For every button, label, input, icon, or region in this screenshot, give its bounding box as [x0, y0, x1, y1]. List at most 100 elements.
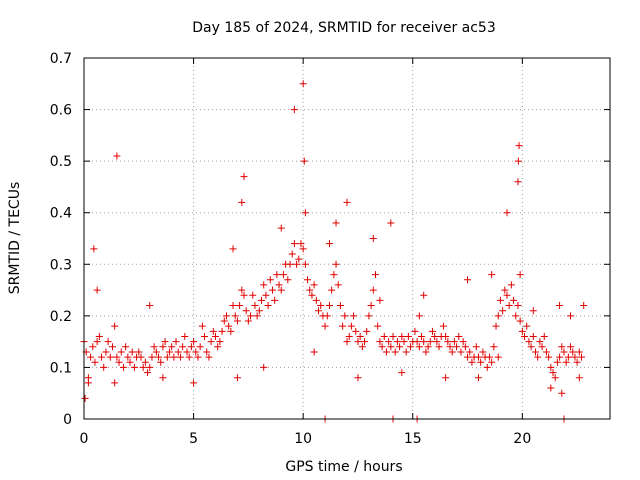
data-point: [529, 332, 537, 340]
data-point: [564, 353, 572, 361]
data-point: [238, 198, 246, 206]
data-point: [499, 307, 507, 315]
data-point: [485, 353, 493, 361]
data-point: [240, 173, 248, 181]
data-point: [376, 338, 384, 346]
data-point: [501, 286, 509, 294]
data-point: [244, 317, 252, 325]
data-point: [573, 358, 581, 366]
data-point: [242, 307, 250, 315]
data-point: [240, 291, 248, 299]
data-point: [518, 327, 526, 335]
data-point: [510, 296, 518, 304]
data-point: [260, 281, 268, 289]
data-point: [356, 332, 364, 340]
data-point: [126, 358, 134, 366]
y-tick-label: 0.3: [50, 257, 72, 273]
data-point: [496, 296, 504, 304]
data-point: [578, 353, 586, 361]
plot-frame: [83, 57, 611, 420]
data-point: [446, 343, 454, 351]
data-point: [426, 338, 434, 346]
data-point: [461, 343, 469, 351]
data-point: [515, 142, 523, 150]
data-point: [141, 358, 149, 366]
data-point: [512, 312, 520, 320]
y-tick-label: 0.1: [50, 360, 72, 376]
data-point: [448, 348, 456, 356]
data-point: [365, 312, 373, 320]
data-point: [420, 291, 428, 299]
x-tick-label: 20: [513, 431, 531, 447]
data-point: [275, 281, 283, 289]
data-point: [321, 322, 329, 330]
data-point: [238, 286, 246, 294]
data-point: [119, 363, 127, 371]
data-point: [547, 363, 555, 371]
data-point: [198, 322, 206, 330]
x-tick-label: 5: [189, 431, 198, 447]
data-point: [325, 240, 333, 248]
x-tick-label: 15: [404, 431, 422, 447]
data-point: [385, 338, 393, 346]
data-point: [290, 240, 298, 248]
data-point: [115, 358, 123, 366]
data-point: [514, 178, 522, 186]
data-point: [549, 369, 557, 377]
data-point: [488, 358, 496, 366]
data-point: [312, 296, 320, 304]
data-point: [194, 353, 202, 361]
data-point: [98, 353, 106, 361]
data-point: [505, 302, 513, 310]
data-point: [279, 271, 287, 279]
data-point: [258, 296, 266, 304]
data-point: [253, 312, 261, 320]
data-point: [382, 348, 390, 356]
data-point: [306, 286, 314, 294]
data-point: [464, 276, 472, 284]
data-point: [336, 302, 344, 310]
data-point: [494, 312, 502, 320]
data-point: [415, 343, 423, 351]
data-point: [229, 245, 237, 253]
x-tick-label: 10: [294, 431, 312, 447]
data-point: [113, 353, 121, 361]
data-point: [363, 327, 371, 335]
data-point: [569, 348, 577, 356]
data-point: [218, 327, 226, 335]
data-point: [209, 327, 217, 335]
data-point: [534, 353, 542, 361]
data-point: [161, 338, 169, 346]
data-point: [266, 276, 274, 284]
data-point: [444, 338, 452, 346]
data-point: [159, 374, 167, 382]
data-point: [304, 276, 312, 284]
data-point: [148, 353, 156, 361]
data-point: [247, 312, 255, 320]
data-point: [536, 338, 544, 346]
data-point: [91, 358, 99, 366]
data-point: [113, 152, 121, 160]
data-point: [332, 219, 340, 227]
data-point: [398, 369, 406, 377]
data-point: [420, 338, 428, 346]
data-point: [435, 343, 443, 351]
data-point: [332, 260, 340, 268]
data-point: [428, 327, 436, 335]
x-tick-label: 0: [80, 431, 89, 447]
y-tick-label: 0: [63, 412, 72, 428]
data-point: [260, 363, 268, 371]
data-point: [523, 322, 531, 330]
data-point: [347, 322, 355, 330]
data-point: [415, 312, 423, 320]
axis-ticks: [83, 57, 610, 420]
data-point: [407, 343, 415, 351]
data-point: [236, 302, 244, 310]
data-point: [413, 338, 421, 346]
data-point: [556, 353, 564, 361]
data-point: [190, 379, 198, 387]
data-point: [84, 379, 92, 387]
data-point: [205, 353, 213, 361]
data-point: [466, 348, 474, 356]
data-point: [139, 363, 147, 371]
